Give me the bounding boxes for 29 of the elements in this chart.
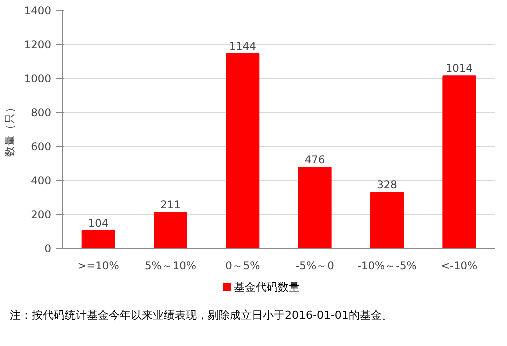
legend-label: 基金代码数量 [233, 280, 300, 296]
data-label: 1014 [446, 62, 474, 76]
x-tick-label: >=10% [78, 260, 120, 272]
bar [226, 54, 260, 248]
x-tick-label: 0～5% [226, 260, 260, 272]
y-tick-label: 1400 [24, 4, 52, 18]
bar [370, 192, 404, 248]
bar [298, 167, 332, 248]
data-label: 328 [377, 178, 398, 192]
y-tick-label: 1000 [24, 72, 52, 86]
bar [154, 212, 188, 248]
y-tick-label: 1200 [24, 38, 52, 52]
bar [442, 76, 476, 248]
data-label: 104 [88, 216, 109, 230]
bar [82, 230, 116, 248]
data-label: 211 [160, 198, 181, 212]
y-tick-label: 200 [31, 208, 52, 222]
text: 注：按代码统计基金今年以来业绩表现，剔除成立日小于2016-01-01的基金。 [10, 308, 393, 324]
x-tick-label: -10%～-5% [358, 260, 417, 272]
y-axis-title: 数量（只） [3, 102, 16, 157]
data-label: 476 [304, 154, 326, 167]
y-tick-label: 0 [44, 242, 52, 256]
y-tick-label: 400 [31, 174, 52, 188]
x-tick-label: <-10% [441, 260, 478, 272]
y-tick-label: 600 [31, 140, 52, 154]
y-tick-label: 800 [31, 106, 52, 120]
x-tick-label: -5%～0 [296, 260, 335, 272]
data-label: 1144 [229, 40, 257, 54]
x-tick-label: 5%～10% [144, 260, 197, 272]
